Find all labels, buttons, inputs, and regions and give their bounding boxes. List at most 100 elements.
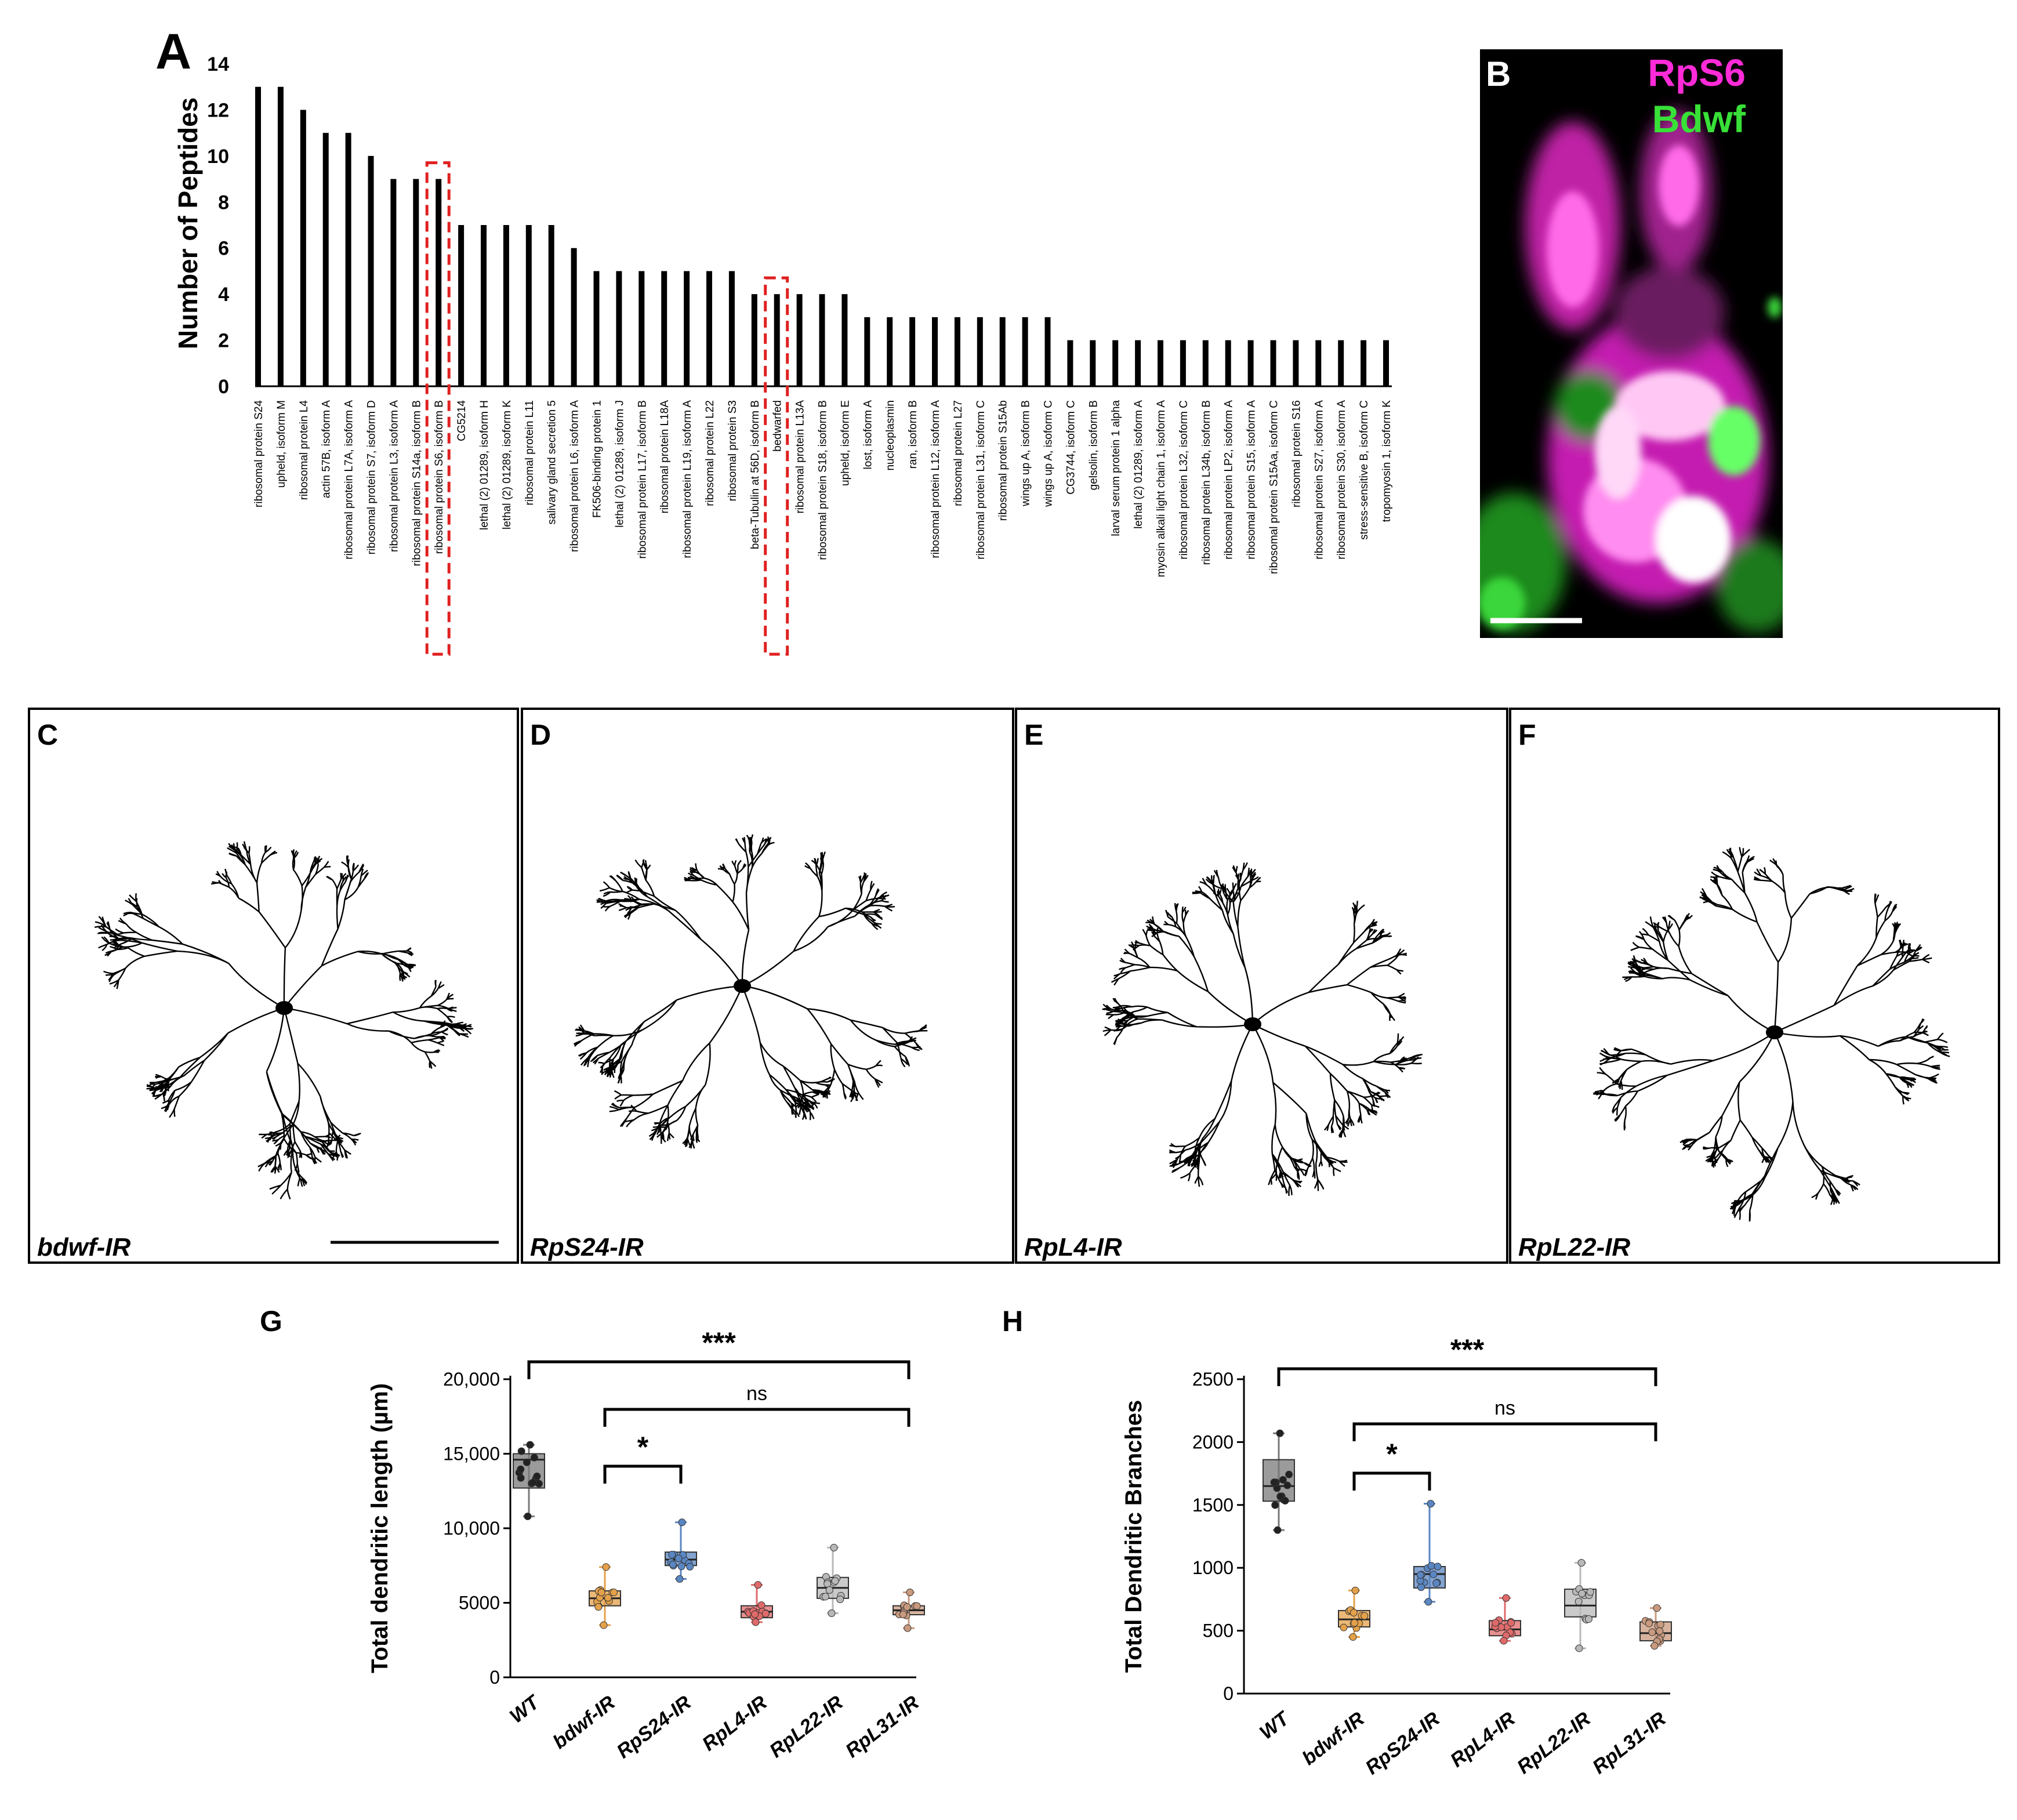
data-point (678, 1518, 686, 1527)
category-label-39: lethal (2) 01289, isoform A (1133, 400, 1145, 529)
bar-39 (1135, 340, 1141, 386)
data-point (602, 1563, 610, 1571)
data-point (535, 1480, 543, 1488)
bar-10 (481, 225, 487, 386)
dendritic-arbor (94, 841, 473, 1199)
significance-label-2: * (1386, 1438, 1398, 1470)
data-point (1424, 1598, 1432, 1606)
category-label-23: bedwarfed (772, 400, 784, 452)
soma (275, 1001, 293, 1015)
genotype-label: RpL22-IR (1518, 1233, 1630, 1261)
channel-label-bdwf: Bdwf (1652, 97, 1746, 140)
neuron-panel-frame (28, 708, 519, 1264)
panel-a-y-ticks: 0 2 4 6 8 10 12 14 (207, 53, 229, 398)
data-point (529, 1478, 537, 1487)
data-point (1349, 1633, 1357, 1641)
data-point (825, 1586, 833, 1594)
data-point (668, 1550, 676, 1558)
data-point (1361, 1612, 1369, 1620)
bar-41 (1180, 340, 1186, 386)
category-label-5: ribosomal protein S7, isoform D (366, 400, 378, 554)
category-label-21: ribosomal protein S3 (727, 400, 739, 501)
category-label-34: wings up A, isoform B (1020, 400, 1032, 507)
y-tick-label: 1000 (1192, 1557, 1234, 1578)
data-point (1578, 1590, 1586, 1598)
bar-28 (887, 317, 893, 386)
category-label-18: ribosomal protein L18A (659, 400, 671, 514)
panel-a-y-tick-label: 10 (207, 146, 229, 168)
panel-a-y-tick-label: 4 (218, 284, 229, 306)
bar-3 (322, 133, 329, 386)
panel-g-y-axis-label: Total dendritic length (µm) (367, 1383, 393, 1673)
data-point (1427, 1500, 1435, 1508)
neuron-panel-frame (1509, 708, 2000, 1264)
data-point (1653, 1604, 1661, 1612)
data-point (1350, 1619, 1358, 1627)
box-RpL4-IR: RpL4-IR (698, 1581, 773, 1756)
micrograph-image (1480, 110, 1783, 632)
box-RpS24-IR: RpS24-IR (1361, 1500, 1446, 1779)
data-point (1650, 1642, 1659, 1650)
category-label: RpL31-IR (1588, 1707, 1670, 1778)
data-point (674, 1554, 683, 1562)
data-point (1281, 1496, 1289, 1504)
data-point (594, 1603, 603, 1611)
data-point (1584, 1615, 1592, 1623)
category-label-2: ribosomal protein L4 (298, 400, 310, 501)
category-label-44: ribosomal protein S15, isoform A (1246, 400, 1258, 560)
panel-b: B RpS6 Bdwf (1480, 49, 1783, 638)
category-label-7: ribosomal protein S14a, isoform B (411, 400, 423, 566)
box-RpL31-IR: RpL31-IR (841, 1589, 925, 1762)
significance-label-2: * (637, 1431, 649, 1463)
panel-a: A Number of Peptides 0 2 4 6 8 10 12 14 ribosom… (155, 24, 1393, 656)
panel-h: H Total Dendritic Branches 0 500 1000 1500 200… (1002, 1305, 1672, 1779)
panel-letter-d: D (530, 719, 551, 751)
data-point (1279, 1475, 1287, 1484)
bar-49 (1361, 340, 1367, 386)
category-label-43: ribosomal protein LP2, isoform A (1223, 400, 1235, 560)
category-label-10: lethal (2) 01289, isoform H (478, 400, 491, 530)
y-tick-label: 15,000 (443, 1444, 500, 1464)
category-label-13: salivary gland secretion 5 (546, 400, 558, 524)
data-point (1283, 1481, 1292, 1489)
bar-25 (819, 294, 825, 386)
neuron-panel-d: D RpS24-IR (521, 708, 1014, 1264)
bar-32 (977, 317, 983, 386)
data-point (677, 1562, 685, 1571)
data-point (913, 1602, 921, 1610)
data-point (761, 1609, 770, 1618)
significance-label-1: ns (746, 1383, 767, 1405)
category-label-31: ribosomal protein L27 (952, 400, 964, 506)
bar-36 (1067, 340, 1073, 386)
data-point (530, 1453, 538, 1462)
panel-a-y-tick-label: 0 (218, 376, 229, 398)
data-point (830, 1543, 838, 1551)
data-point (1432, 1579, 1441, 1587)
y-tick-label: 0 (489, 1667, 500, 1688)
data-point (524, 1512, 532, 1520)
category-label-8: ribosomal protein S6, isoform B (433, 400, 445, 554)
data-point (526, 1441, 534, 1449)
bar-45 (1270, 340, 1276, 386)
category-label-26: upheld, isoform E (839, 400, 851, 486)
data-point (751, 1610, 759, 1618)
data-point (517, 1447, 525, 1455)
y-tick-label: 0 (1223, 1683, 1234, 1704)
data-point (676, 1575, 684, 1583)
category-label-19: ribosomal protein L19, isoform A (681, 400, 694, 559)
bar-34 (1022, 317, 1028, 386)
data-point (904, 1624, 912, 1632)
category-label-0: ribosomal protein S24 (253, 400, 265, 507)
category-label-28: nucleoplasmin (884, 400, 897, 470)
box-bdwf-IR: bdwf-IR (1298, 1586, 1370, 1770)
bar-7 (413, 179, 419, 386)
bar-18 (661, 271, 668, 386)
category-label-30: ribosomal protein L12, isoform A (930, 400, 942, 559)
highlight-box-0 (425, 161, 451, 656)
data-point (1274, 1526, 1282, 1534)
box-WT: WT (506, 1441, 545, 1728)
category-label-45: ribosomal protein S15Aa, isoform C (1268, 400, 1280, 574)
category-label-38: larval serum protein 1 alpha (1110, 400, 1122, 536)
bar-48 (1338, 340, 1344, 386)
